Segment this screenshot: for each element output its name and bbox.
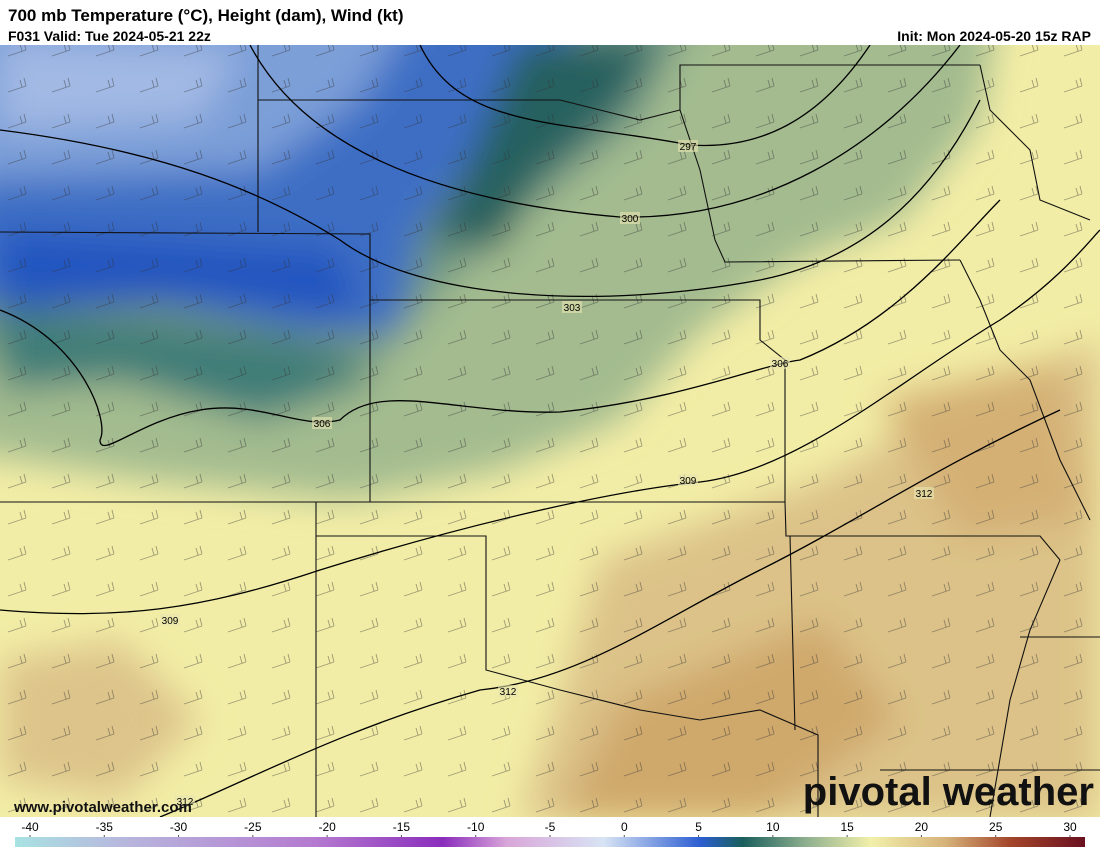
height-contours [0, 45, 1100, 817]
contour-label-bg [914, 487, 934, 499]
contour-label-bg [678, 140, 698, 152]
colorbar-tick-label: 0 [621, 820, 628, 834]
colorbar [15, 837, 1085, 847]
contour-labels: 297 300 303 306 306 309 312 309 312 312 [160, 140, 934, 808]
contour-label: 306 [314, 419, 331, 430]
colorbar-tick-label: -30 [170, 820, 188, 834]
contour-label: 312 [916, 489, 933, 500]
website-url: www.pivotalweather.com [13, 799, 192, 816]
contour-label: 309 [162, 616, 179, 627]
contour-label-bg [312, 417, 332, 429]
title: 700 mb Temperature (°C), Height (dam), W… [8, 6, 403, 25]
contour-label: 309 [680, 476, 697, 487]
brand-logo: pivotal weather [803, 770, 1094, 814]
valid-time: F031 Valid: Tue 2024-05-21 22z [8, 28, 211, 44]
colorbar-tick-label: -15 [393, 820, 411, 834]
colorbar-tick-label: -10 [467, 820, 485, 834]
contour-label-bg [175, 795, 195, 807]
contour-label: 306 [772, 359, 789, 370]
contour-label: 300 [622, 214, 639, 225]
contour-label-bg [562, 301, 582, 313]
contour-label-bg [620, 212, 640, 224]
colorbar-tick-label: -40 [21, 820, 39, 834]
colorbar-tick-label: 5 [695, 820, 702, 834]
contour-label-bg [770, 357, 790, 369]
colorbar-ticks: -40 -35 -30 -25 -20 -15 -10 -5 0 5 10 15 20 25 30 [21, 820, 1077, 837]
contour-label: 303 [564, 303, 581, 314]
colorbar-tick-label: -5 [545, 820, 556, 834]
colorbar-tick-label: 10 [766, 820, 780, 834]
colorbar-tick-label: -20 [318, 820, 336, 834]
contour-label: 312 [500, 687, 517, 698]
colorbar-tick-label: 25 [989, 820, 1003, 834]
contour-label-bg [160, 614, 180, 626]
colorbar-tick-label: 20 [915, 820, 929, 834]
map: 297 300 303 306 306 309 312 309 312 312 [0, 45, 1100, 817]
colorbar-tick-label: 30 [1063, 820, 1077, 834]
colorbar-tick-label: 15 [840, 820, 854, 834]
contour-label: 297 [680, 142, 697, 153]
contour-label-bg [678, 474, 698, 486]
init-time: Init: Mon 2024-05-20 15z RAP [897, 28, 1091, 44]
colorbar-tick-label: -25 [244, 820, 262, 834]
colorbar-tick-label: -35 [96, 820, 114, 834]
state-borders [0, 45, 1100, 817]
contour-label: 312 [177, 797, 194, 808]
contour-label-bg [498, 685, 518, 697]
